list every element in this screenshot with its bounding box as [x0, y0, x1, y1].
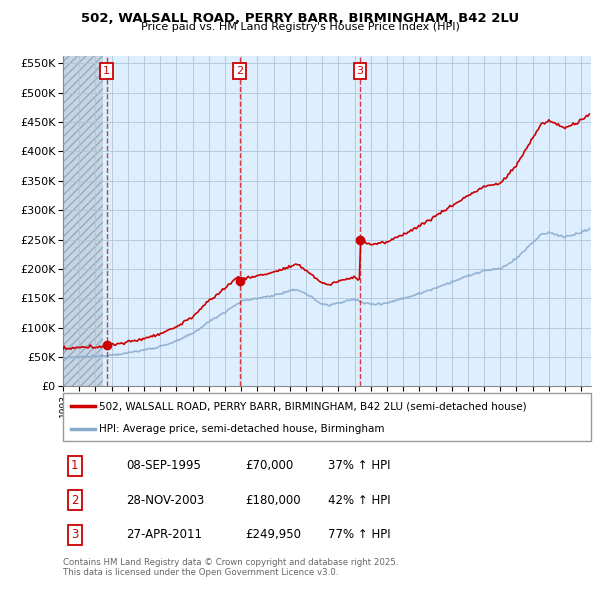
Text: HPI: Average price, semi-detached house, Birmingham: HPI: Average price, semi-detached house,… [99, 424, 385, 434]
Text: 1: 1 [103, 66, 110, 76]
Text: £249,950: £249,950 [245, 529, 301, 542]
Text: 1: 1 [71, 459, 79, 472]
Text: 502, WALSALL ROAD, PERRY BARR, BIRMINGHAM, B42 2LU: 502, WALSALL ROAD, PERRY BARR, BIRMINGHA… [81, 12, 519, 25]
Text: 77% ↑ HPI: 77% ↑ HPI [328, 529, 391, 542]
Bar [63, 56, 103, 386]
Text: 27-APR-2011: 27-APR-2011 [127, 529, 202, 542]
Text: Contains HM Land Registry data © Crown copyright and database right 2025.: Contains HM Land Registry data © Crown c… [63, 558, 398, 566]
Text: 08-SEP-1995: 08-SEP-1995 [127, 459, 201, 472]
Text: 2: 2 [71, 494, 79, 507]
Text: 502, WALSALL ROAD, PERRY BARR, BIRMINGHAM, B42 2LU (semi-detached house): 502, WALSALL ROAD, PERRY BARR, BIRMINGHA… [99, 401, 527, 411]
Text: 28-NOV-2003: 28-NOV-2003 [127, 494, 205, 507]
Text: £70,000: £70,000 [245, 459, 293, 472]
Text: 37% ↑ HPI: 37% ↑ HPI [328, 459, 391, 472]
Text: 42% ↑ HPI: 42% ↑ HPI [328, 494, 391, 507]
Text: 3: 3 [71, 529, 79, 542]
Text: £180,000: £180,000 [245, 494, 301, 507]
Text: Price paid vs. HM Land Registry's House Price Index (HPI): Price paid vs. HM Land Registry's House … [140, 22, 460, 32]
Text: 3: 3 [356, 66, 364, 76]
Text: 2: 2 [236, 66, 243, 76]
Text: This data is licensed under the Open Government Licence v3.0.: This data is licensed under the Open Gov… [63, 568, 338, 576]
